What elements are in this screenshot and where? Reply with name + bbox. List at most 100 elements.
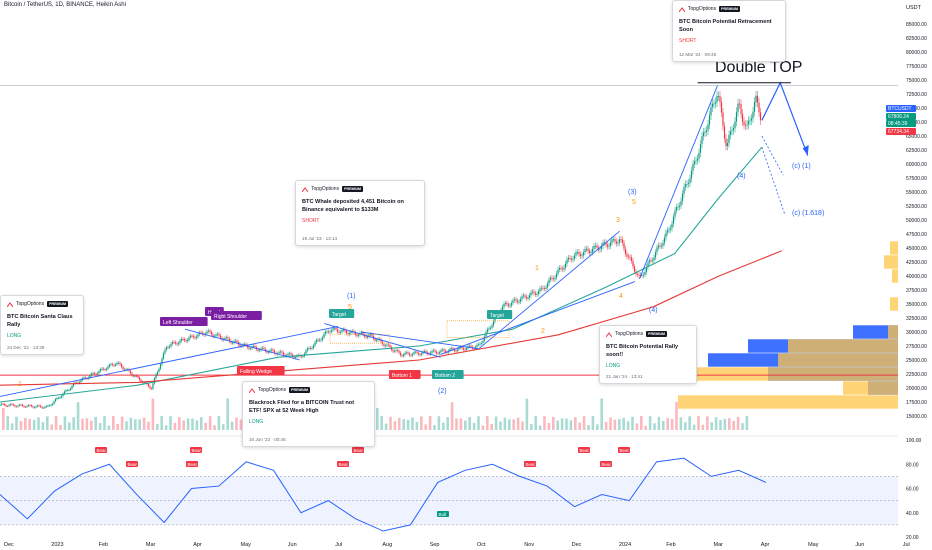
candle-body	[704, 131, 706, 133]
topg-logo-icon	[7, 301, 13, 307]
candle-body	[192, 335, 195, 338]
candle-body	[519, 299, 522, 302]
volume-bar	[679, 417, 683, 430]
candle-body	[552, 278, 555, 280]
candle-body	[536, 294, 538, 295]
volume-bar	[701, 424, 705, 430]
candle-body	[243, 344, 246, 345]
candle-body	[120, 364, 123, 367]
candle-body	[699, 143, 702, 153]
candle-body	[101, 368, 103, 370]
candle-body	[212, 334, 214, 337]
candle-body	[389, 345, 391, 348]
candle-body	[719, 96, 721, 102]
candle-body	[489, 327, 492, 329]
candle-body	[278, 352, 280, 354]
candle-body	[692, 164, 694, 171]
volume-bar	[560, 418, 564, 430]
last-price-tag-label: 67806.24	[888, 114, 909, 120]
candle-body	[525, 296, 528, 299]
volume-bar	[569, 420, 573, 430]
candle-body	[134, 375, 136, 377]
price-tick-label: 27500.00	[906, 344, 927, 350]
candle-body	[224, 337, 226, 340]
volume-bar	[543, 416, 546, 430]
symbol-title: Bitcoin / TetherUS, 1D, BINANCE, Heikin …	[4, 2, 126, 8]
idea-card-retracement[interactable]: TopgOptions PREMIUM BTC Bitcoin Potential…	[672, 0, 786, 62]
volume-bar	[719, 420, 722, 430]
candle-body	[230, 341, 232, 343]
pattern-tag	[432, 370, 464, 379]
candle-body	[714, 102, 717, 104]
volume-bar	[552, 416, 555, 430]
candle-body	[722, 112, 724, 127]
rsi-tick-label: 20.00	[906, 535, 919, 541]
candle-body	[63, 391, 66, 394]
candle-body	[143, 382, 145, 384]
candle-body	[528, 295, 531, 298]
currency-label: USDT	[906, 5, 922, 11]
candle-body	[366, 336, 369, 338]
trend-line-lower	[0, 325, 339, 397]
volume-bar	[112, 416, 115, 430]
candle-body	[687, 183, 690, 185]
candle-body	[266, 351, 268, 353]
pattern-tag-label: Right Shoulder	[214, 314, 247, 320]
time-tick-label: Feb	[99, 542, 108, 548]
pattern-tag	[329, 309, 355, 318]
candle-body	[669, 228, 672, 230]
time-tick-label: Mar	[146, 542, 156, 548]
candle-body	[621, 239, 624, 243]
candle-body	[404, 352, 406, 355]
rsi-bear-tag	[186, 461, 198, 467]
volume-bar	[459, 418, 463, 430]
idea-direction-long: LONG	[606, 363, 621, 369]
candle-body	[309, 347, 312, 349]
idea-card-blackrock[interactable]: TopgOptions PREMIUM Blackrock Filed for a…	[242, 381, 375, 447]
candle-body	[42, 407, 45, 409]
price-tick-label: 40000.00	[906, 274, 927, 280]
volume-bar	[604, 421, 608, 430]
candle-body	[474, 346, 477, 349]
candle-body	[60, 396, 63, 398]
rsi-bear-tag-label: Bear	[128, 462, 138, 467]
time-tick-label: Jun	[288, 542, 297, 548]
candle-body	[284, 354, 286, 356]
volume-profile-bar	[884, 255, 898, 269]
time-tick-label: Oct	[477, 542, 486, 548]
volume-bar	[587, 425, 590, 430]
candle-body	[290, 353, 292, 355]
candle-body	[387, 344, 390, 346]
last-price-tag	[886, 105, 916, 112]
candle-body	[450, 348, 453, 350]
candle-body	[656, 247, 658, 253]
candle-body	[132, 375, 135, 377]
volume-bar	[138, 419, 141, 430]
candle-body	[462, 348, 465, 350]
candle-body	[470, 345, 472, 347]
candle-body	[566, 259, 568, 264]
candle-body	[449, 348, 451, 351]
candle-body	[341, 330, 343, 332]
time-tick-label: May	[241, 542, 252, 548]
volume-bar	[468, 416, 471, 430]
candle-body	[167, 347, 169, 349]
candle-body	[690, 170, 693, 179]
idea-card-santa-rally[interactable]: TopgOptions PREMIUM BTC Bitcoin Santa Cla…	[0, 295, 84, 355]
candle-body	[225, 337, 228, 339]
candle-body	[590, 252, 592, 254]
volume-bar	[477, 416, 480, 430]
candle-body	[375, 340, 378, 341]
idea-card-potential-rally[interactable]: TopgOptions PREMIUM BTC Bitcoin Potential…	[599, 325, 697, 384]
candle-body	[39, 405, 42, 407]
idea-card-whale[interactable]: TopgOptions PREMIUM BTC Whale deposited 4…	[295, 180, 425, 246]
volume-profile-bar	[788, 339, 898, 353]
candle-body	[468, 345, 471, 347]
candle-body	[155, 374, 157, 379]
volume-bar	[182, 420, 185, 430]
candle-body	[725, 138, 727, 147]
candle-body	[435, 351, 438, 354]
candle-body	[543, 288, 546, 290]
volume-bar	[402, 419, 405, 430]
